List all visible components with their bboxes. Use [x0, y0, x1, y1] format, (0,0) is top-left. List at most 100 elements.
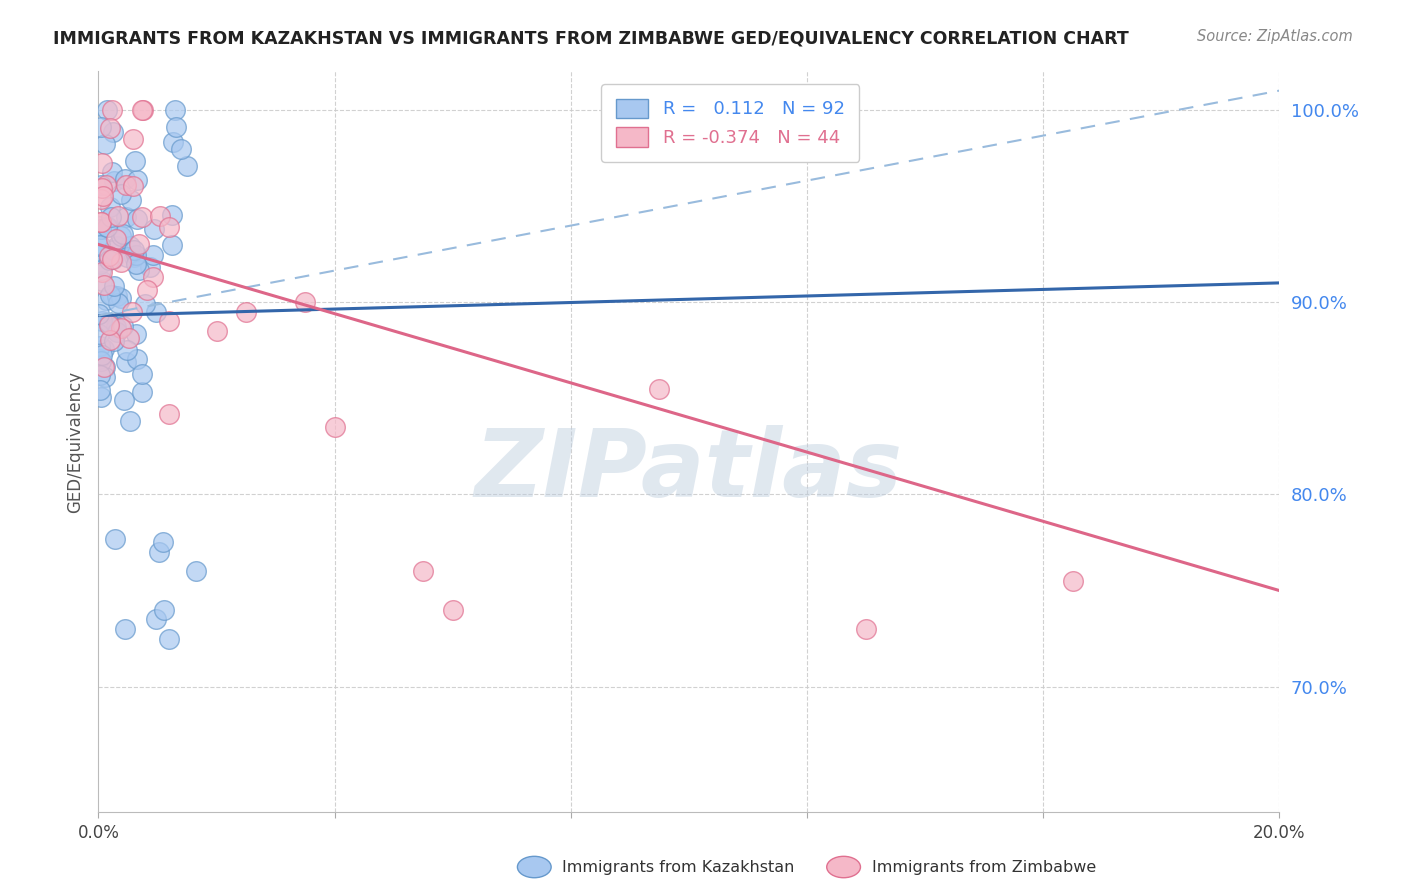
Point	[101, 288, 124, 302]
Point	[131, 210, 153, 224]
Point	[89, 368, 111, 383]
Point	[90, 265, 112, 279]
Point	[157, 408, 180, 422]
Point	[96, 220, 118, 235]
Point	[115, 343, 138, 357]
Point	[98, 201, 121, 215]
Point	[114, 171, 136, 186]
Point	[128, 236, 150, 251]
Point	[101, 252, 124, 266]
Point	[94, 178, 117, 192]
Point	[131, 103, 153, 117]
Point	[145, 612, 167, 626]
Point	[90, 354, 112, 368]
Point	[170, 142, 193, 156]
Point	[134, 296, 156, 310]
Point	[235, 304, 257, 318]
Point	[98, 318, 121, 332]
Point	[162, 135, 184, 149]
Point	[105, 288, 128, 302]
Point	[93, 359, 115, 374]
Point	[157, 632, 180, 646]
Point	[124, 154, 146, 169]
Point	[89, 339, 111, 353]
Point	[103, 174, 125, 188]
Point	[855, 622, 877, 636]
Point	[142, 222, 165, 236]
Point	[110, 229, 132, 244]
Point	[176, 160, 198, 174]
Point	[90, 192, 112, 206]
Point	[89, 248, 111, 262]
Point	[124, 243, 146, 257]
Point	[97, 253, 120, 268]
Point	[323, 420, 346, 434]
Point	[91, 156, 114, 170]
Point	[91, 274, 114, 288]
Point	[148, 545, 170, 559]
Point	[100, 120, 122, 135]
Point	[87, 326, 110, 341]
Point	[105, 239, 128, 253]
Point	[87, 307, 110, 321]
Point	[103, 244, 125, 258]
Point	[101, 125, 124, 139]
Point	[142, 248, 165, 262]
Point	[90, 178, 112, 193]
Point	[91, 181, 114, 195]
Point	[294, 295, 316, 310]
Point	[107, 209, 129, 223]
Point	[157, 220, 180, 235]
Point	[89, 352, 111, 367]
Point	[89, 239, 111, 253]
Point	[90, 390, 112, 404]
Text: Immigrants from Kazakhstan: Immigrants from Kazakhstan	[562, 860, 794, 874]
Point	[114, 622, 136, 636]
Point	[127, 351, 149, 366]
Point	[100, 210, 122, 224]
Point	[93, 370, 115, 384]
Text: Immigrants from Zimbabwe: Immigrants from Zimbabwe	[872, 860, 1095, 874]
Point	[98, 249, 121, 263]
Point	[89, 257, 111, 271]
Text: ZIPatlas: ZIPatlas	[475, 425, 903, 517]
Point	[412, 565, 434, 579]
Point	[165, 103, 187, 117]
Point	[125, 173, 148, 187]
Point	[98, 333, 121, 347]
Point	[139, 260, 162, 275]
Point	[184, 565, 207, 579]
Point	[122, 132, 145, 146]
Point	[124, 248, 146, 262]
Point	[90, 120, 112, 135]
Point	[110, 254, 132, 268]
Point	[93, 278, 115, 293]
Point	[118, 331, 141, 345]
Point	[149, 209, 172, 223]
Point	[131, 367, 153, 381]
Point	[97, 316, 120, 330]
Point	[115, 178, 138, 192]
Point	[101, 165, 124, 179]
Point	[1062, 574, 1084, 588]
Point	[93, 360, 115, 375]
Point	[96, 103, 118, 117]
Legend: R =   0.112   N = 92, R = -0.374   N = 44: R = 0.112 N = 92, R = -0.374 N = 44	[602, 84, 859, 161]
Point	[103, 279, 125, 293]
Point	[157, 314, 180, 328]
Point	[100, 287, 122, 301]
Point	[118, 414, 141, 428]
Point	[122, 250, 145, 264]
Point	[132, 103, 155, 117]
Point	[90, 221, 112, 235]
Point	[100, 103, 122, 117]
Point	[120, 193, 142, 207]
Point	[128, 263, 150, 277]
Point	[90, 215, 112, 229]
Point	[648, 382, 671, 396]
Point	[160, 208, 183, 222]
Point	[118, 239, 141, 253]
Point	[103, 533, 125, 547]
Point	[90, 215, 112, 229]
Point	[145, 305, 167, 319]
